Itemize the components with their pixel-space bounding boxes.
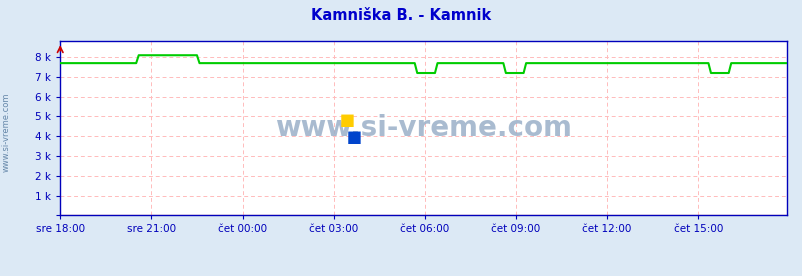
Text: ▪: ▪ xyxy=(338,108,355,132)
Text: Kamniška B. - Kamnik: Kamniška B. - Kamnik xyxy=(311,8,491,23)
Text: www.si-vreme.com: www.si-vreme.com xyxy=(275,114,571,142)
Text: ▪: ▪ xyxy=(346,125,363,149)
Text: www.si-vreme.com: www.si-vreme.com xyxy=(2,93,11,172)
